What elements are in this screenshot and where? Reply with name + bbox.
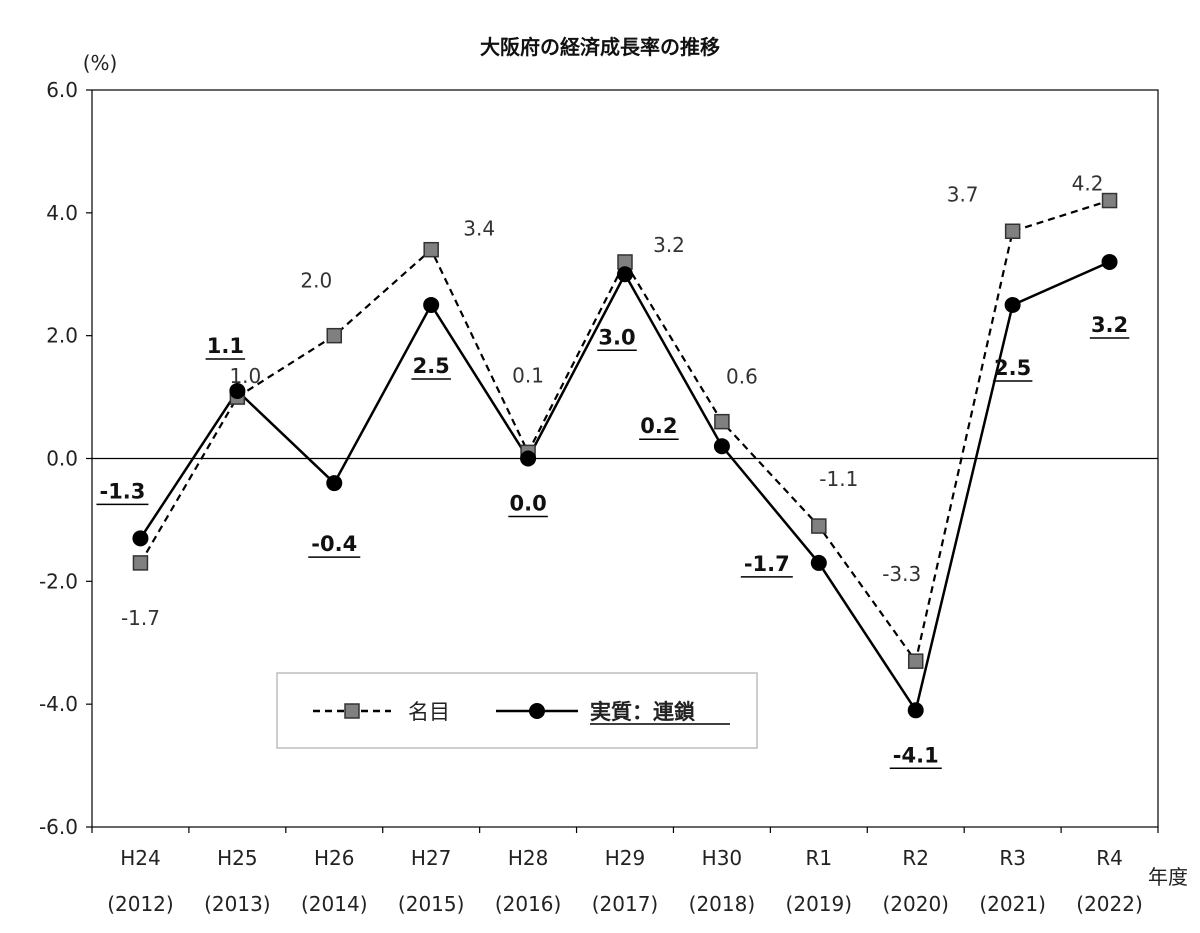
- legend-real-marker: [529, 703, 545, 719]
- series-line-nominal: [139, 199, 1110, 664]
- x-tick-sublabel: (2020): [882, 892, 949, 916]
- x-tick-sublabel: (2017): [592, 892, 659, 916]
- legend-real-text: 実質：連鎖: [590, 700, 696, 724]
- x-tick-sublabel: (2013): [204, 892, 271, 916]
- x-tick-sublabel: (2014): [301, 892, 368, 916]
- real-data-label: -1.3: [99, 479, 145, 503]
- real-point: [1101, 253, 1118, 270]
- y-tick-label: -2.0: [39, 569, 78, 593]
- nominal-data-label: -1.7: [121, 606, 160, 630]
- nominal-data-label: -3.3: [882, 562, 921, 586]
- x-tick-label: H24: [120, 846, 161, 870]
- x-axis-label: 年度: [1148, 865, 1188, 889]
- series-layer: [132, 192, 1118, 719]
- y-tick-label: -6.0: [39, 815, 78, 839]
- real-data-label: 0.2: [640, 414, 677, 438]
- real-data-label: -0.4: [311, 532, 357, 556]
- y-axis: 6.0 4.0 2.0 0.0 -2.0 -4.0 -6.0: [39, 78, 1158, 839]
- y-axis-label: (%): [83, 51, 118, 75]
- x-tick-label: H25: [217, 846, 258, 870]
- real-data-label: 3.0: [598, 325, 635, 349]
- real-point: [132, 530, 149, 547]
- x-axis: H24 (2012) H25 (2013) H26 (2014) H27 (2015) H28 (…: [91, 827, 1159, 916]
- nominal-point: [811, 518, 827, 534]
- nominal-point: [907, 653, 924, 669]
- nominal-point: [326, 327, 343, 344]
- legend: 名目 実質：連鎖: [276, 672, 758, 749]
- real-point: [617, 266, 633, 283]
- real-point: [326, 475, 343, 492]
- data-labels-layer: -1.7 1.0 2.0 3.4 0.1 3.2 0.6 -1.1 -3.3 3.7 4.2 -1.3…: [96, 172, 1130, 770]
- nominal-data-label: 3.7: [947, 182, 979, 206]
- real-data-label: 2.5: [413, 354, 450, 378]
- y-tick-label: -4.0: [39, 692, 78, 716]
- nominal-point: [1004, 223, 1021, 240]
- nominal-point: [1101, 192, 1118, 209]
- x-tick-sublabel: (2018): [689, 892, 756, 916]
- y-tick-label: 6.0: [46, 78, 78, 102]
- y-tick-label: 2.0: [46, 324, 78, 348]
- x-tick-label: H28: [508, 846, 549, 870]
- real-data-label: -4.1: [893, 743, 939, 767]
- x-tick-label: H26: [314, 846, 355, 870]
- nominal-point: [714, 413, 730, 430]
- x-tick-label: R1: [806, 846, 833, 870]
- y-tick-label: 4.0: [46, 201, 78, 225]
- x-tick-sublabel: (2016): [495, 892, 562, 916]
- nominal-data-label: -1.1: [819, 467, 858, 491]
- real-point: [713, 438, 730, 455]
- nominal-data-label: 0.1: [512, 363, 544, 387]
- nominal-data-label: 2.0: [300, 269, 332, 293]
- x-tick-sublabel: (2022): [1076, 892, 1143, 916]
- real-point: [1004, 296, 1021, 313]
- legend-nominal-text: 名目: [408, 700, 450, 724]
- nominal-point: [423, 241, 439, 258]
- x-tick-sublabel: (2015): [398, 892, 465, 916]
- real-point: [423, 296, 440, 313]
- chart-title: 大阪府の経済成長率の推移: [480, 35, 720, 59]
- real-data-label: 0.0: [509, 492, 546, 516]
- legend-nominal-marker: [344, 703, 360, 719]
- y-tick-label: 0.0: [46, 447, 78, 471]
- nominal-data-label: 4.2: [1072, 172, 1104, 196]
- real-point: [810, 554, 827, 571]
- x-tick-label: R4: [1096, 846, 1123, 870]
- nominal-data-label: 3.4: [463, 217, 495, 241]
- real-data-label: 3.2: [1091, 313, 1128, 337]
- x-tick-label: H27: [411, 846, 452, 870]
- real-data-label: -1.7: [744, 552, 790, 576]
- real-point: [907, 702, 924, 719]
- x-tick-sublabel: (2021): [979, 892, 1046, 916]
- nominal-data-label: 1.0: [229, 364, 261, 388]
- x-tick-label: H29: [605, 846, 646, 870]
- x-tick-label: H30: [702, 846, 743, 870]
- real-point: [229, 382, 246, 399]
- x-tick-sublabel: (2019): [786, 892, 853, 916]
- real-data-label: 2.5: [994, 356, 1031, 380]
- x-tick-label: R2: [902, 846, 929, 870]
- x-tick-label: R3: [999, 846, 1026, 870]
- real-point: [520, 450, 537, 467]
- nominal-point: [132, 555, 149, 571]
- nominal-data-label: 3.2: [653, 233, 685, 257]
- x-tick-sublabel: (2012): [107, 892, 174, 916]
- real-data-label: 1.1: [207, 334, 244, 358]
- nominal-data-label: 0.6: [726, 365, 758, 389]
